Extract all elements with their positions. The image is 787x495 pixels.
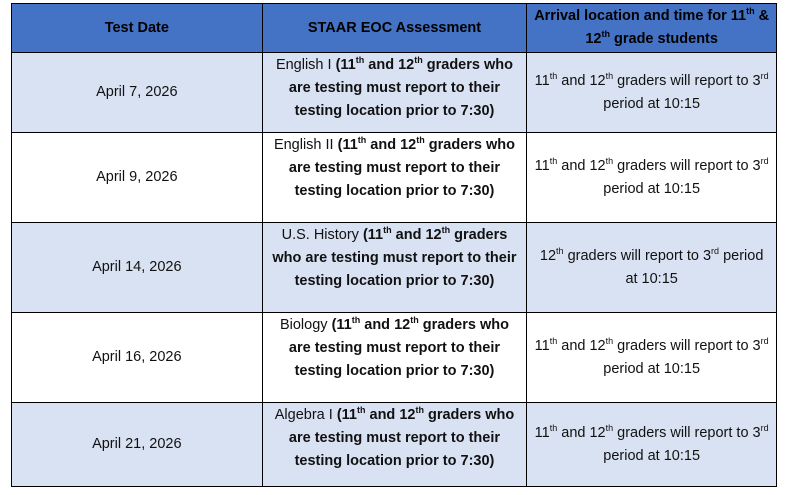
- text-segment: period at 10:15: [603, 447, 701, 464]
- table-row: April 14, 2026 U.S. History (11th and 12…: [11, 222, 777, 313]
- header-test-date: Test Date: [11, 3, 263, 53]
- text-segment: and 12: [557, 424, 606, 441]
- text-segment: and 12: [365, 407, 416, 423]
- ordinal-suffix: th: [549, 155, 558, 166]
- ordinal-suffix: th: [441, 225, 451, 235]
- text-segment: graders who are testing must report to t…: [272, 227, 517, 289]
- test-date: April 14, 2026: [11, 222, 263, 313]
- ordinal-suffix: th: [605, 422, 614, 433]
- ordinal-suffix: th: [605, 70, 614, 81]
- text-segment: English I: [275, 57, 336, 73]
- text-segment: graders who are testing must report to t…: [288, 137, 515, 199]
- header-arrival: Arrival location and time for 11th & 12t…: [526, 3, 777, 53]
- text-segment: graders will report to 3: [613, 424, 761, 441]
- text-segment: English II: [273, 137, 338, 153]
- ordinal-suffix: th: [416, 135, 425, 145]
- ordinal-suffix: th: [549, 422, 558, 433]
- text-segment: period at 10:15: [603, 180, 701, 197]
- text-segment: (11: [337, 137, 358, 153]
- test-date: April 21, 2026: [11, 402, 263, 487]
- text-segment: (11: [362, 227, 384, 243]
- ordinal-suffix: th: [414, 55, 423, 65]
- header-assessment: STAAR EOC Assessment: [261, 3, 528, 53]
- text-segment: and 12: [557, 337, 606, 354]
- text-segment: U.S. History: [281, 227, 363, 243]
- assessment: English II (11th and 12th graders who ar…: [261, 132, 528, 223]
- assessment: U.S. History (11th and 12th graders who …: [261, 222, 528, 313]
- text-segment: and 12: [557, 72, 606, 89]
- ordinal-suffix: th: [410, 315, 419, 325]
- text-segment: graders who are testing must report to t…: [288, 317, 509, 379]
- ordinal-suffix: th: [355, 55, 365, 65]
- ordinal-suffix: th: [549, 70, 558, 81]
- text-segment: (11: [331, 317, 352, 333]
- text-segment: & 12: [585, 8, 770, 47]
- ordinal-suffix: th: [746, 6, 755, 16]
- ordinal-suffix: th: [556, 245, 564, 256]
- text-segment: graders will report to 3: [613, 157, 761, 174]
- table-row: April 9, 2026 English II (11th and 12th …: [11, 132, 777, 223]
- text-segment: period at 10:15: [603, 95, 701, 112]
- arrival-info: 11th and 12th graders will report to 3rd…: [526, 312, 777, 403]
- text-segment: and 12: [360, 317, 411, 333]
- text-segment: graders will report to 3: [563, 247, 712, 264]
- text-segment: 11: [534, 157, 550, 174]
- ordinal-suffix: th: [549, 335, 558, 346]
- ordinal-suffix: th: [357, 135, 367, 145]
- text-segment: Arrival location and time for 11: [534, 8, 747, 24]
- text-segment: graders will report to 3: [613, 72, 761, 89]
- ordinal-suffix: th: [415, 405, 424, 415]
- text-segment: period at 10:15: [603, 360, 701, 377]
- test-date: April 16, 2026: [11, 312, 263, 403]
- ordinal-suffix: th: [605, 335, 614, 346]
- table-row: April 21, 2026 Algebra I (11th and 12th …: [11, 402, 777, 487]
- table-row: April 7, 2026 English I (11th and 12th g…: [11, 52, 777, 133]
- ordinal-suffix: th: [605, 155, 614, 166]
- text-segment: graders will report to 3: [613, 337, 761, 354]
- text-segment: and 12: [557, 157, 606, 174]
- text-segment: and 12: [364, 57, 415, 73]
- arrival-info: 12th graders will report to 3rd period a…: [526, 222, 777, 313]
- assessment: Biology (11th and 12th graders who are t…: [261, 312, 528, 403]
- text-segment: and 12: [391, 227, 442, 243]
- text-segment: 11: [534, 337, 550, 354]
- ordinal-suffix: th: [351, 315, 361, 325]
- ordinal-suffix: rd: [711, 245, 720, 256]
- text-segment: graders who are testing must report to t…: [288, 57, 513, 119]
- text-segment: 11: [534, 424, 550, 441]
- arrival-info: 11th and 12th graders will report to 3rd…: [526, 132, 777, 223]
- staar-schedule-table: Test Date STAAR EOC Assessment Arrival l…: [11, 3, 777, 487]
- table-row: April 16, 2026 Biology (11th and 12th gr…: [11, 312, 777, 403]
- arrival-info: 11th and 12th graders will report to 3rd…: [526, 402, 777, 487]
- ordinal-suffix: th: [383, 225, 392, 235]
- text-segment: Biology: [279, 317, 332, 333]
- ordinal-suffix: rd: [760, 422, 769, 433]
- arrival-info: 11th and 12th graders will report to 3rd…: [526, 52, 777, 133]
- test-date: April 7, 2026: [11, 52, 263, 133]
- test-date: April 9, 2026: [11, 132, 263, 223]
- text-segment: and 12: [366, 137, 417, 153]
- ordinal-suffix: th: [356, 405, 366, 415]
- text-segment: Algebra I: [274, 407, 337, 423]
- text-segment: 12: [539, 247, 557, 264]
- text-segment: (11: [335, 57, 356, 73]
- ordinal-suffix: rd: [760, 155, 769, 166]
- ordinal-suffix: th: [601, 29, 610, 39]
- text-segment: period at 10:15: [625, 247, 764, 287]
- text-segment: grade students: [609, 31, 718, 47]
- ordinal-suffix: rd: [760, 70, 769, 81]
- text-segment: 11: [534, 72, 550, 89]
- header-row: Test Date STAAR EOC Assessment Arrival l…: [11, 3, 777, 53]
- assessment: English I (11th and 12th graders who are…: [261, 52, 528, 133]
- text-segment: (11: [336, 407, 357, 423]
- text-segment: graders who are testing must report to t…: [288, 407, 515, 469]
- assessment: Algebra I (11th and 12th graders who are…: [261, 402, 528, 487]
- ordinal-suffix: rd: [760, 335, 769, 346]
